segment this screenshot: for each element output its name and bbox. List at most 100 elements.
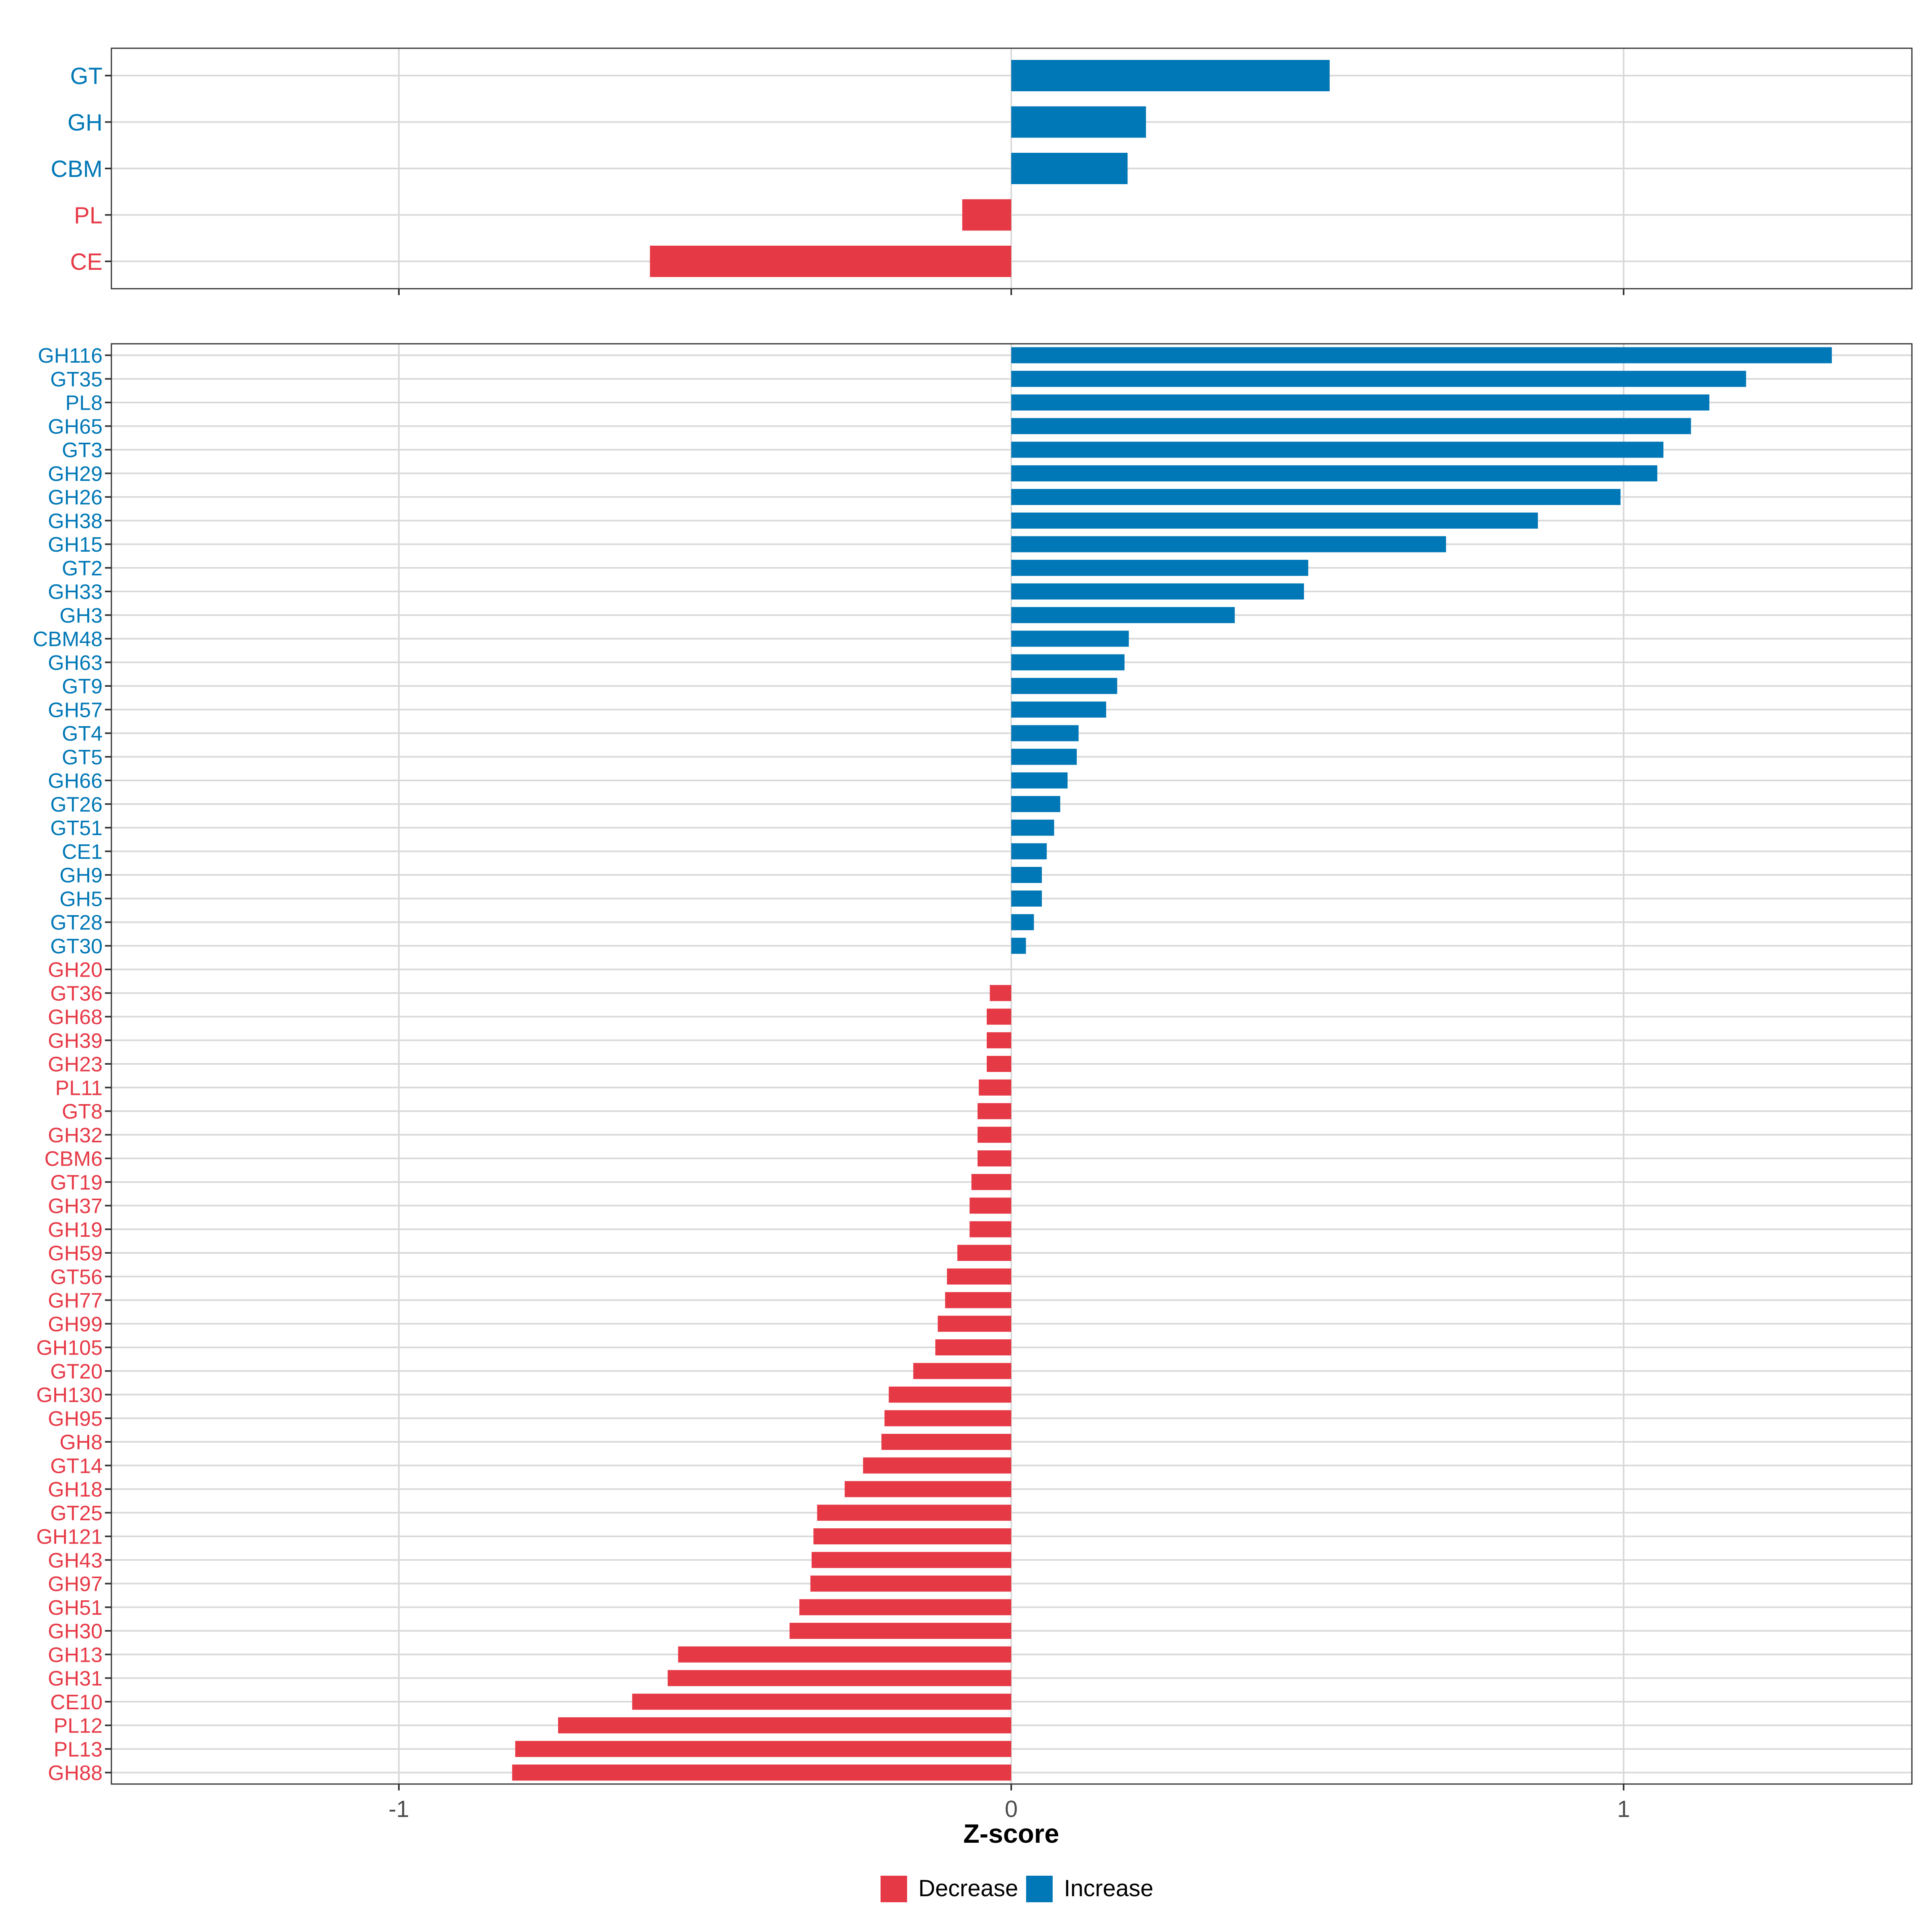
y-tick-label-gh105: GH105 [36,1337,103,1360]
bar-gh43 [811,1552,1011,1568]
y-tick-label-gh30: GH30 [48,1620,103,1643]
bar-gh18 [844,1481,1011,1497]
y-tick-label-gt26: GT26 [50,793,103,816]
y-tick-label-gh13: GH13 [48,1643,103,1667]
bar-gh97 [810,1575,1011,1592]
x-tick-label: 1 [1617,1796,1630,1822]
y-tick-label-gh33: GH33 [48,581,103,604]
legend-label-decrease: Decrease [918,1875,1018,1901]
y-tick-label-gh51: GH51 [48,1596,103,1620]
bar-gh26 [1011,489,1621,505]
bar-gh77 [945,1292,1011,1308]
bar-gh59 [957,1245,1011,1261]
y-tick-label-gh: GH [68,109,103,136]
bar-gh65 [1011,418,1691,434]
bar-gh30 [789,1623,1011,1639]
y-tick-label-pl8: PL8 [65,392,103,415]
panel-family-level: GH116GT35PL8GH65GT3GH29GH26GH38GH15GT2GH… [33,343,1913,1822]
y-tick-label-gh95: GH95 [48,1407,103,1431]
bar-gt30 [1011,938,1026,954]
y-tick-label-ce10: CE10 [50,1691,103,1714]
bar-gh19 [969,1221,1011,1238]
y-tick-label-gh77: GH77 [48,1289,103,1312]
legend-swatch-decrease [881,1876,907,1902]
y-tick-label-ce1: CE1 [62,840,103,864]
y-tick-label-gt5: GT5 [62,746,103,769]
y-tick-label-gt51: GT51 [50,817,103,840]
bar-gh3 [1011,607,1235,623]
bar-gh39 [987,1032,1011,1049]
y-tick-label-gh57: GH57 [48,698,103,722]
panel-class-level: GT GH CBM PL CE [51,47,1913,295]
bar-gt5 [1011,749,1077,765]
bar-gh29 [1011,465,1657,482]
bar-gh66 [1011,772,1068,788]
bar-cbm [1011,153,1128,184]
y-tick-label-gt3: GT3 [62,439,103,462]
y-tick-label-gh38: GH38 [48,509,103,533]
bar-gh8 [881,1434,1011,1450]
bar-gh33 [1011,583,1304,600]
bar-gt25 [817,1505,1011,1521]
bar-gh105 [935,1339,1011,1355]
bar-cbm6 [977,1150,1011,1166]
bar-gh32 [977,1127,1011,1143]
y-tick-label-gh66: GH66 [48,770,103,793]
y-tick-label-gh130: GH130 [36,1384,103,1407]
bar-ce10 [632,1694,1011,1710]
y-tick-label-gh37: GH37 [48,1195,103,1218]
legend: Decrease Increase [881,1875,1153,1902]
bar-pl [962,199,1011,231]
y-tick-label-gh18: GH18 [48,1478,103,1501]
y-tick-label-gt30: GT30 [50,935,103,958]
y-tick-label-gt14: GT14 [50,1454,103,1478]
y-tick-label-gh8: GH8 [60,1431,103,1454]
y-tick-label-gt8: GT8 [62,1100,103,1123]
bar-gt9 [1011,678,1117,694]
y-tick-label-pl: PL [74,202,103,228]
bar-gh [1011,106,1146,138]
bar-gt19 [971,1174,1011,1190]
bar-pl11 [979,1079,1011,1096]
y-tick-label-gh65: GH65 [48,415,103,438]
bar-gh130 [889,1386,1011,1403]
y-tick-label-gh9: GH9 [60,864,103,887]
legend-swatch-increase [1026,1876,1053,1902]
y-tick-label-gt2: GT2 [62,557,103,580]
bar-gt26 [1011,796,1060,812]
bar-gt20 [913,1363,1011,1379]
y-tick-label-gt28: GT28 [50,911,103,934]
bar-gt14 [863,1457,1011,1474]
bar-ce [650,246,1011,277]
bar-pl12 [558,1717,1011,1733]
bar-gt [1011,60,1330,91]
y-tick-label-gh68: GH68 [48,1006,103,1029]
y-tick-label-gt19: GT19 [50,1171,103,1194]
y-tick-label-gh121: GH121 [36,1525,103,1549]
y-tick-label-gh19: GH19 [48,1218,103,1242]
bar-pl13 [515,1741,1011,1757]
y-tick-label-gh59: GH59 [48,1242,103,1265]
y-tick-label-gh43: GH43 [48,1549,103,1572]
bar-gt2 [1011,560,1308,576]
bar-gt3 [1011,441,1663,458]
bar-gh5 [1011,890,1042,907]
y-tick-label-gh26: GH26 [48,486,103,509]
y-tick-label-ce: CE [70,249,103,275]
y-tick-label-gt25: GT25 [50,1502,103,1525]
y-tick-label-gh3: GH3 [60,604,103,627]
bar-gt28 [1011,914,1034,930]
y-tick-label-cbm48: CBM48 [33,628,103,651]
y-tick-label-gt36: GT36 [50,982,103,1005]
bar-gh116 [1011,347,1832,363]
y-tick-label-gh31: GH31 [48,1667,103,1690]
y-tick-label-pl13: PL13 [54,1738,103,1761]
y-tick-label-gh15: GH15 [48,533,103,556]
bar-gh57 [1011,701,1107,718]
y-tick-label-gh39: GH39 [48,1029,103,1053]
y-tick-label-gh23: GH23 [48,1053,103,1076]
y-tick-label-gt35: GT35 [50,368,103,391]
y-tick-label-gh20: GH20 [48,959,103,982]
bar-gt36 [990,985,1011,1001]
